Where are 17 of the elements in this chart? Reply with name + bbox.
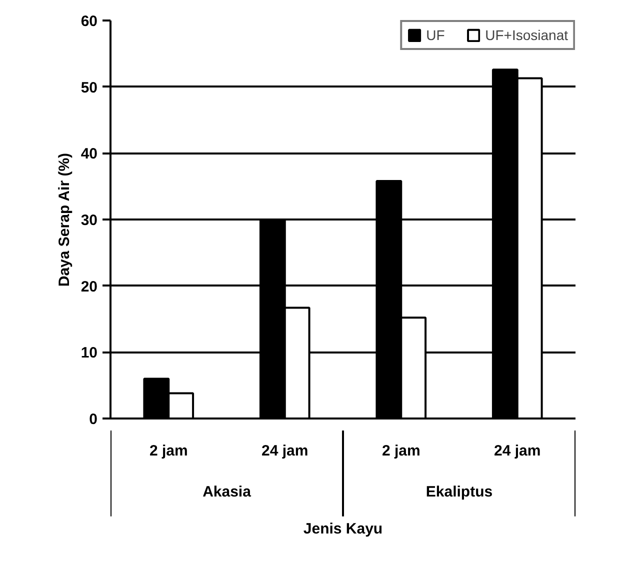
y-tick-label: 30 — [80, 212, 98, 229]
x-tick-label: 2 jam — [149, 442, 188, 460]
text: Ekaliptus — [426, 483, 493, 500]
y-tick-label: 40 — [80, 146, 98, 163]
y-tick-label: 60 — [80, 13, 98, 30]
x-tick-label: 2 jam — [382, 442, 420, 460]
x-axis-title: Jenis Kayu — [303, 520, 383, 538]
text: Akasia — [202, 483, 252, 500]
x-tick-label: 24 jam — [262, 442, 308, 460]
y-tick-label: 10 — [80, 344, 98, 362]
y-tick-label: 20 — [80, 278, 98, 296]
legend-label: UF+Isosianat — [485, 27, 568, 43]
x-tick-label: 24 jam — [494, 442, 541, 460]
legend-label: UF — [426, 27, 446, 43]
y-tick-label: 0 — [89, 411, 98, 428]
y-axis-title: Daya Serap Air (%) — [56, 152, 73, 287]
y-tick-label: 50 — [80, 79, 98, 96]
